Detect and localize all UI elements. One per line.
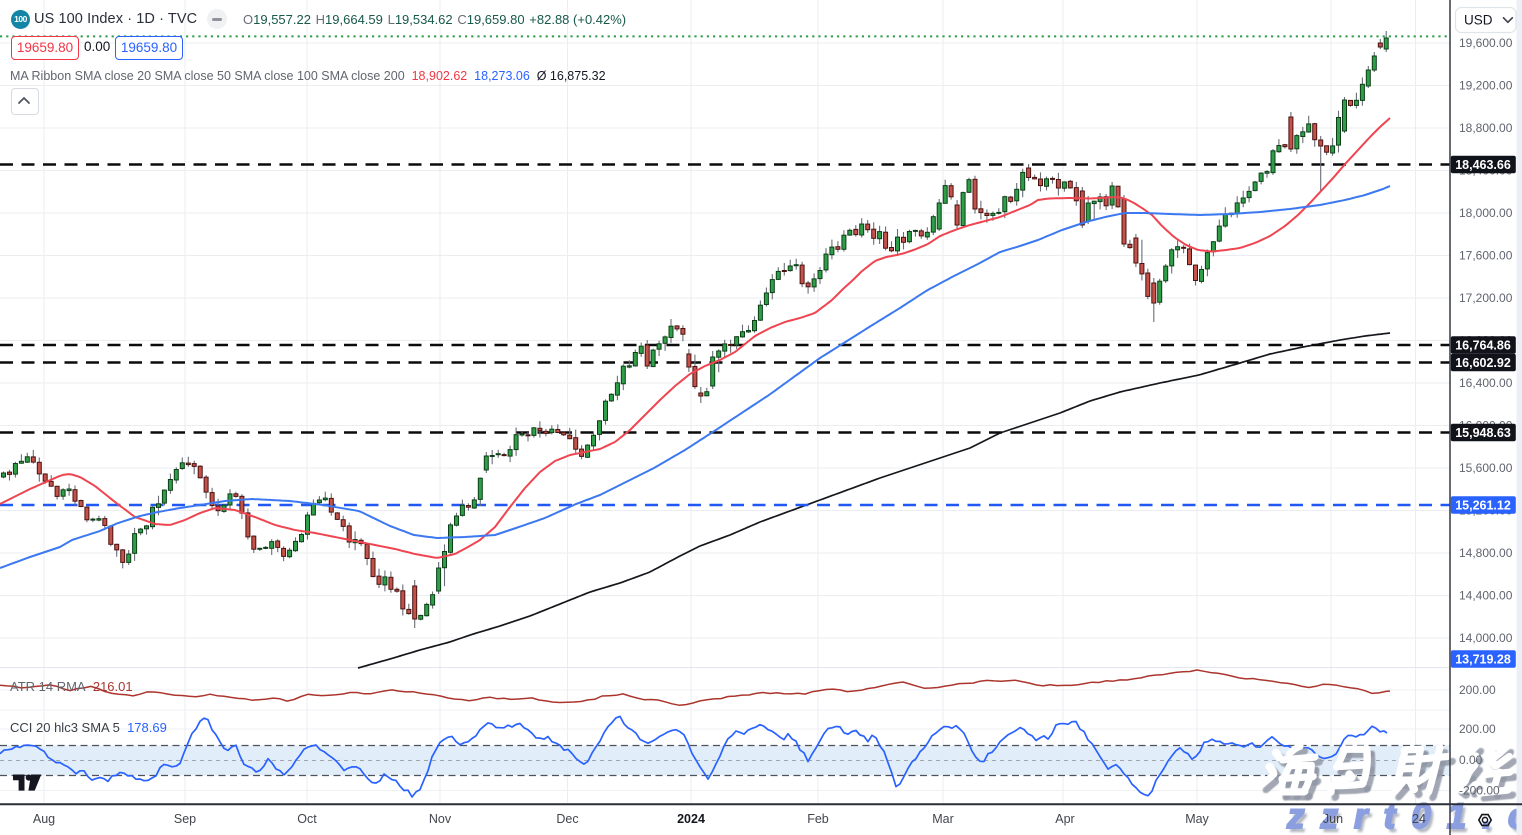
svg-text:24: 24 xyxy=(1412,812,1426,826)
svg-text:Sep: Sep xyxy=(174,812,196,826)
svg-text:16,764.86: 16,764.86 xyxy=(1455,338,1511,352)
svg-text:Dec: Dec xyxy=(556,812,578,826)
svg-text:200.00: 200.00 xyxy=(1459,722,1496,736)
svg-text:Aug: Aug xyxy=(33,812,55,826)
svg-text:Oct: Oct xyxy=(297,812,317,826)
svg-text:19,200.00: 19,200.00 xyxy=(1459,79,1513,93)
svg-text:14,000.00: 14,000.00 xyxy=(1459,631,1513,645)
svg-text:18,463.66: 18,463.66 xyxy=(1455,158,1511,172)
svg-text:Jun: Jun xyxy=(1323,812,1343,826)
svg-text:-200.00: -200.00 xyxy=(1459,784,1500,798)
svg-text:May: May xyxy=(1185,812,1209,826)
svg-text:0.00: 0.00 xyxy=(1459,753,1483,767)
svg-text:Nov: Nov xyxy=(429,812,452,826)
svg-text:16,602.92: 16,602.92 xyxy=(1455,356,1511,370)
svg-text:18,000.00: 18,000.00 xyxy=(1459,206,1513,220)
svg-text:Apr: Apr xyxy=(1055,812,1074,826)
svg-text:17,600.00: 17,600.00 xyxy=(1459,249,1513,263)
svg-text:14,400.00: 14,400.00 xyxy=(1459,589,1513,603)
svg-text:Mar: Mar xyxy=(932,812,954,826)
svg-text:USD: USD xyxy=(1464,13,1493,28)
svg-text:200.00: 200.00 xyxy=(1459,683,1496,697)
svg-text:13,719.28: 13,719.28 xyxy=(1455,652,1511,666)
svg-text:15,261.12: 15,261.12 xyxy=(1455,498,1511,512)
svg-text:2024: 2024 xyxy=(677,812,705,826)
svg-text:15,600.00: 15,600.00 xyxy=(1459,461,1513,475)
svg-text:15,948.63: 15,948.63 xyxy=(1455,426,1511,440)
svg-text:18,800.00: 18,800.00 xyxy=(1459,121,1513,135)
svg-text:Feb: Feb xyxy=(807,812,829,826)
svg-text:14,800.00: 14,800.00 xyxy=(1459,546,1513,560)
svg-text:17,200.00: 17,200.00 xyxy=(1459,291,1513,305)
svg-text:16,400.00: 16,400.00 xyxy=(1459,376,1513,390)
svg-text:19,600.00: 19,600.00 xyxy=(1459,36,1513,50)
